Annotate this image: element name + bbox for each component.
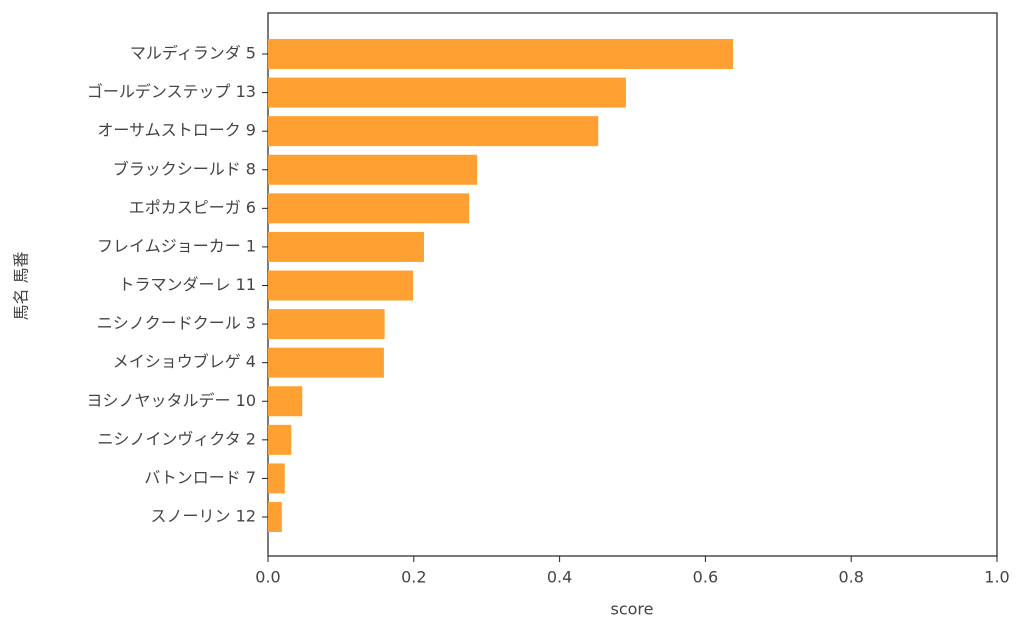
bar [268,116,599,147]
y-tick-label: ニシノインヴィクタ 2 [97,429,256,448]
bar [268,463,285,494]
y-tick-label: マルディランダ 5 [130,44,256,63]
y-tick-label: メイショウブレゲ 4 [113,352,256,371]
bar [268,77,626,108]
y-tick-label: バトンロード 7 [144,468,256,487]
y-axis-label: 馬名 馬番 [12,251,31,320]
y-tick-label: ブラックシールド 8 [113,159,256,178]
y-tick-label: スノーリン 12 [151,507,256,526]
y-tick-label: エポカスピーガ 6 [129,198,256,217]
y-tick-label: フレイムジョーカー 1 [97,236,256,255]
bar [268,154,478,185]
y-tick-label: トラマンダーレ 11 [119,275,256,294]
bar [268,193,470,224]
bar [268,502,282,532]
y-tick-label: ゴールデンステップ 13 [87,82,256,101]
y-tick-label: ヨシノヤッタルデー 10 [87,391,256,410]
bar [268,424,292,455]
bar [268,231,425,262]
x-tick-label: 0.0 [255,568,280,587]
bar [268,309,385,340]
x-tick-label: 0.8 [838,568,863,587]
x-tick-label: 0.6 [693,568,718,587]
x-axis-label: score [611,600,654,619]
x-tick-label: 0.4 [547,568,572,587]
y-tick-label: ニシノクードクール 3 [97,314,256,333]
bar [268,347,384,378]
bar [268,386,303,417]
x-tick-label: 1.0 [984,568,1009,587]
bar [268,270,414,301]
bar [268,39,734,69]
x-tick-label: 0.2 [401,568,426,587]
y-tick-label: オーサムストローク 9 [97,121,256,140]
